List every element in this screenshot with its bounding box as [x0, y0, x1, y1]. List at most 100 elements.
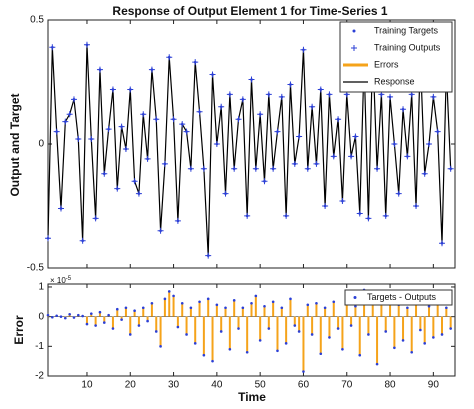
error-point — [115, 307, 119, 311]
target-marker — [85, 43, 89, 47]
legend-label: Response — [374, 76, 415, 86]
target-marker — [297, 135, 301, 138]
error-point — [297, 330, 301, 333]
target-marker — [219, 105, 223, 109]
error-point — [432, 336, 435, 339]
x-tick-label: 50 — [255, 380, 267, 391]
error-point — [250, 301, 253, 305]
error-point — [211, 359, 214, 363]
error-point — [310, 333, 314, 336]
error-point — [180, 301, 184, 305]
target-marker — [163, 162, 167, 166]
error-point — [159, 345, 162, 348]
error-point — [141, 306, 145, 310]
error-point — [406, 306, 409, 310]
error-point — [133, 309, 136, 313]
target-marker — [440, 241, 444, 245]
target-marker — [397, 192, 401, 195]
target-marker — [115, 187, 119, 190]
target-marker — [319, 88, 323, 91]
error-point — [241, 306, 245, 310]
error-point — [349, 324, 353, 327]
y-tick-label: -0.5 — [27, 263, 45, 274]
target-marker — [77, 137, 80, 141]
error-point — [245, 350, 249, 354]
legend — [344, 289, 453, 306]
error-point — [89, 312, 93, 315]
target-marker — [449, 167, 452, 171]
target-marker — [137, 192, 141, 195]
target-marker — [276, 130, 279, 133]
target-marker — [271, 167, 275, 171]
target-marker — [228, 93, 232, 96]
target-marker — [189, 167, 193, 171]
error-point — [59, 315, 63, 318]
x-tick-label: 60 — [298, 380, 310, 391]
error-point — [51, 315, 54, 319]
error-point — [393, 346, 396, 350]
x-tick-label: 90 — [428, 380, 440, 391]
target-marker — [167, 55, 171, 59]
exponent-power: -5 — [66, 276, 72, 282]
legend-label: Targets - Outputs — [367, 292, 437, 302]
error-point — [137, 324, 141, 327]
target-marker — [202, 167, 206, 171]
target-marker — [89, 137, 93, 141]
target-marker — [414, 204, 418, 208]
error-point — [445, 306, 448, 310]
target-marker — [401, 107, 405, 111]
target-marker — [198, 110, 201, 114]
error-point — [46, 313, 50, 317]
error-point — [267, 327, 271, 330]
error-point — [302, 370, 305, 373]
y-tick-label: -1 — [35, 341, 44, 352]
error-point — [449, 327, 452, 330]
target-marker — [289, 83, 292, 86]
error-point — [193, 342, 197, 345]
error-point — [111, 327, 115, 330]
y-tick-label: 0 — [38, 311, 44, 322]
error-point — [167, 290, 171, 293]
target-marker — [358, 212, 362, 215]
target-marker — [150, 68, 154, 71]
target-marker — [224, 192, 227, 195]
error-point — [315, 301, 318, 305]
error-point — [401, 339, 405, 342]
target-marker — [185, 130, 188, 133]
chart-title: Response of Output Element 1 for Time-Se… — [112, 4, 388, 18]
error-point — [354, 304, 357, 308]
target-marker — [328, 93, 331, 96]
target-marker — [354, 135, 357, 138]
legend-symbol — [352, 29, 356, 33]
y-tick-label: 1 — [38, 282, 44, 293]
legend-label: Training Outputs — [374, 42, 441, 52]
target-marker — [336, 117, 340, 121]
target-marker — [280, 95, 284, 99]
error-point — [124, 306, 128, 310]
error-point — [276, 349, 279, 353]
error-point — [77, 313, 80, 317]
legend-symbol — [351, 45, 357, 51]
error-point — [98, 310, 102, 314]
error-point — [81, 314, 84, 318]
error-point — [176, 325, 180, 329]
target-marker — [245, 214, 249, 218]
error-point — [341, 347, 344, 351]
target-marker — [154, 117, 158, 121]
x-tick-label: 10 — [81, 380, 93, 391]
target-marker — [107, 127, 110, 131]
error-point — [237, 327, 240, 330]
error-point — [427, 304, 431, 308]
error-point — [185, 333, 188, 336]
error-point — [94, 324, 97, 327]
target-marker — [120, 125, 123, 128]
error-point — [107, 313, 110, 317]
error-point — [280, 306, 284, 310]
error-point — [258, 339, 262, 342]
x-tick-label: 70 — [341, 380, 353, 391]
x-tick-label: 40 — [211, 380, 223, 391]
target-marker — [267, 93, 271, 96]
target-marker — [128, 88, 132, 91]
target-marker — [215, 142, 219, 146]
target-marker — [254, 167, 258, 171]
